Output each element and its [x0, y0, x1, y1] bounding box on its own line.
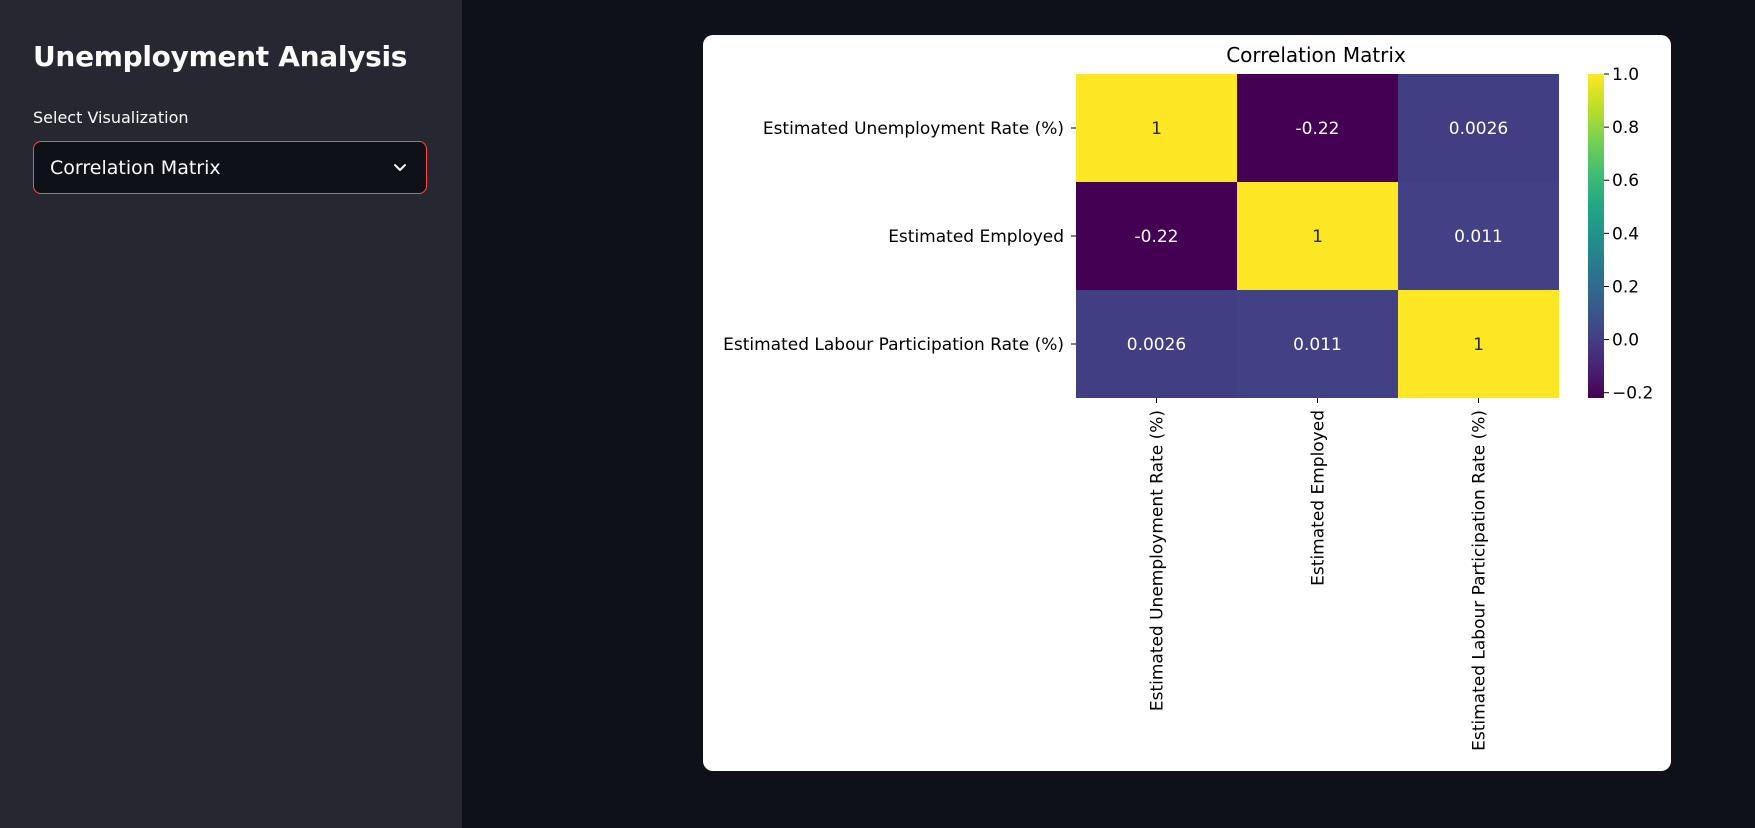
- colorbar: [1588, 74, 1604, 398]
- colorbar-tick-label: 0.8: [1612, 118, 1639, 138]
- sidebar-title: Unemployment Analysis: [33, 40, 408, 73]
- heatmap-cell-value: 1: [1151, 119, 1162, 139]
- colorbar-tick-label: 1.0: [1612, 65, 1639, 85]
- x-tick-label: Estimated Labour Participation Rate (%): [1470, 410, 1490, 751]
- colorbar-tick-label: 0.0: [1612, 331, 1639, 351]
- x-tick-label: Estimated Employed: [1309, 410, 1329, 586]
- select-visualization-label: Select Visualization: [33, 108, 189, 127]
- colorbar-tick-label: 0.6: [1612, 171, 1639, 191]
- heatmap-cell-value: -0.22: [1135, 227, 1179, 247]
- visualization-select-value: Correlation Matrix: [50, 157, 221, 179]
- heatmap-cell: [1076, 74, 1237, 182]
- colorbar-tick-label: 0.2: [1612, 277, 1639, 297]
- y-tick-label: Estimated Employed: [888, 227, 1064, 247]
- heatmap-cell-value: 1: [1473, 335, 1484, 355]
- colorbar-tick-label: 0.4: [1612, 224, 1639, 244]
- heatmap-cell: [1398, 182, 1559, 290]
- heatmap-cell: [1237, 182, 1398, 290]
- heatmap-cell-value: 1: [1312, 227, 1323, 247]
- heatmap-cell-value: 0.0026: [1127, 335, 1186, 355]
- heatmap-cell: [1237, 74, 1398, 182]
- heatmap-cell-value: 0.0026: [1449, 119, 1508, 139]
- heatmap-cell: [1237, 290, 1398, 398]
- heatmap-cell: [1398, 290, 1559, 398]
- chart-figure: Correlation Matrix 1 -0.22 0.0026 -0.22 1 0.0…: [703, 35, 1671, 771]
- x-tick-label: Estimated Unemployment Rate (%): [1148, 410, 1168, 711]
- heatmap-cell-value: 0.011: [1454, 227, 1503, 247]
- y-tick-label: Estimated Labour Participation Rate (%): [723, 335, 1064, 355]
- heatmap-cell: [1076, 290, 1237, 398]
- chevron-down-icon: [394, 164, 406, 171]
- colorbar-tick-label: −0.2: [1612, 384, 1653, 404]
- y-tick-label: Estimated Unemployment Rate (%): [763, 119, 1064, 139]
- chart-title: Correlation Matrix: [1226, 43, 1406, 67]
- heatmap-cell-value: 0.011: [1293, 335, 1342, 355]
- heatmap-cell-value: -0.22: [1296, 119, 1340, 139]
- visualization-select[interactable]: Correlation Matrix: [33, 141, 427, 194]
- sidebar: Unemployment Analysis Select Visualizati…: [0, 0, 462, 828]
- heatmap-cell: [1398, 74, 1559, 182]
- correlation-heatmap: Correlation Matrix 1 -0.22 0.0026 -0.22 1 0.0…: [723, 43, 1653, 751]
- heatmap-cell: [1076, 182, 1237, 290]
